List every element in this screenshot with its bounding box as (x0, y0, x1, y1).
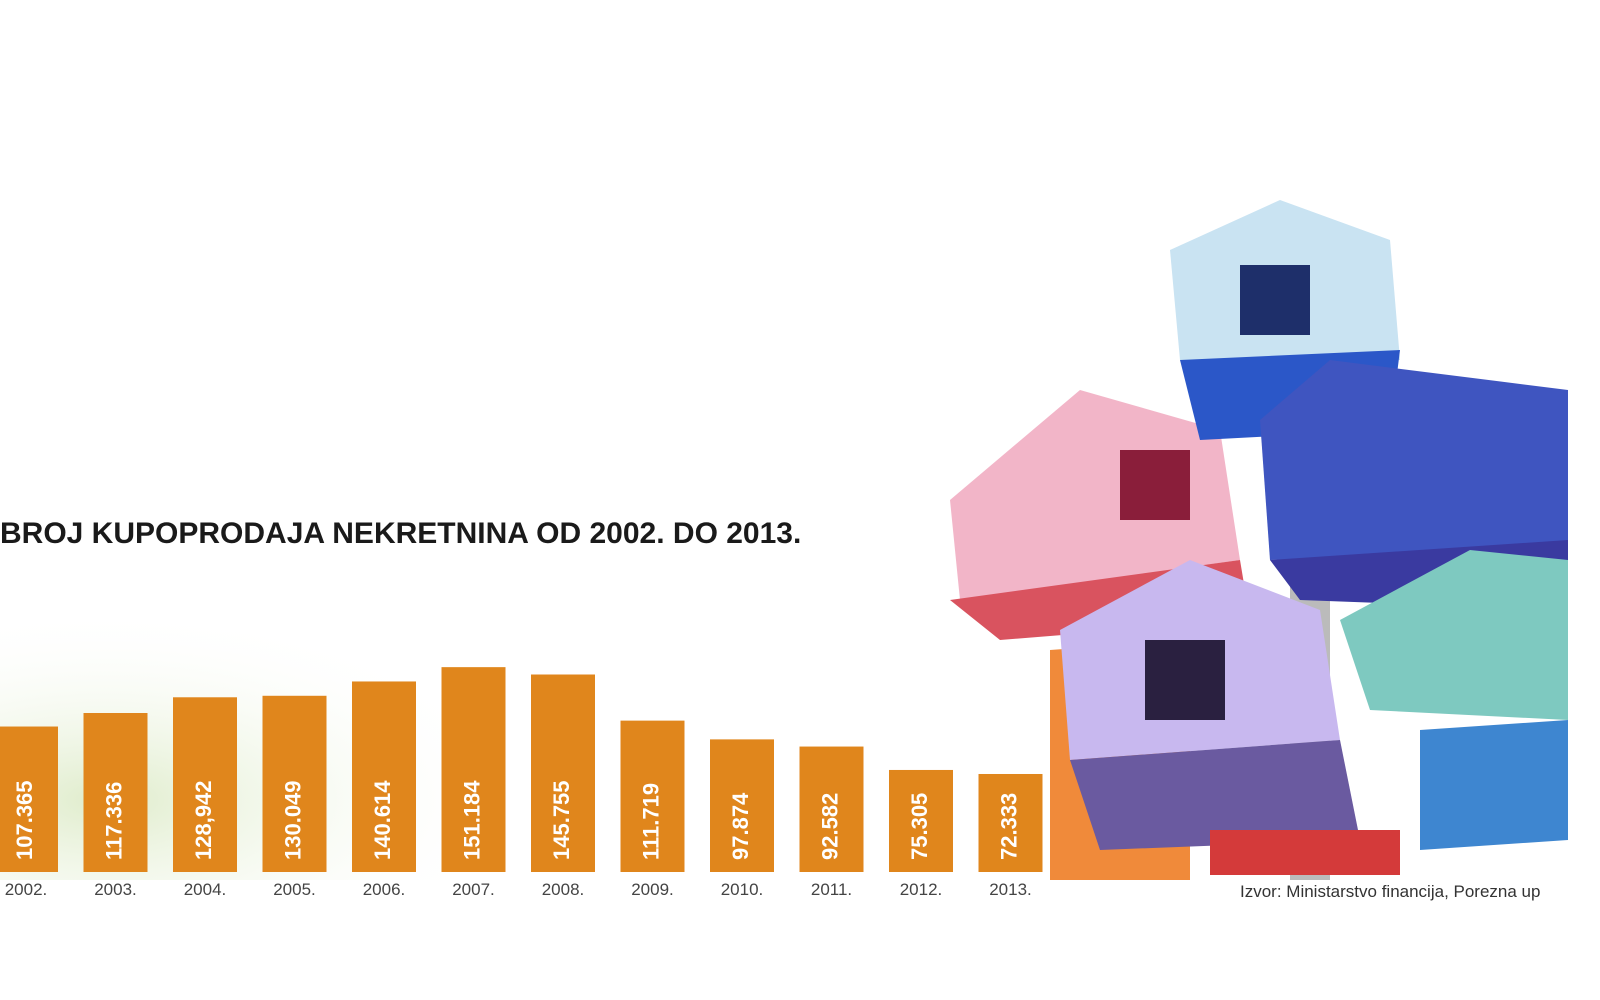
value-label: 75.305 (907, 793, 932, 860)
bar (531, 674, 595, 872)
bar (0, 726, 58, 872)
houses-illustration (950, 200, 1568, 880)
value-label: 145.755 (549, 780, 574, 860)
value-label: 97.874 (728, 792, 753, 860)
value-label: 128,942 (191, 780, 216, 860)
x-tick-label: 2005. (273, 880, 316, 899)
x-tick-label: 2003. (94, 880, 137, 899)
x-tick-label: 2004. (184, 880, 227, 899)
x-tick-label: 2008. (542, 880, 585, 899)
bar (978, 773, 1043, 872)
bar (620, 720, 685, 872)
x-tick-label: 2002. (5, 880, 48, 899)
x-tick-label: 2006. (363, 880, 406, 899)
bar (441, 667, 506, 872)
value-label: 92.582 (817, 793, 842, 860)
value-label: 151.184 (459, 780, 484, 860)
x-tick-label: 2007. (452, 880, 495, 899)
bar (83, 713, 148, 872)
x-tick-label: 2011. (811, 880, 852, 899)
bar (889, 769, 953, 872)
chart-title: BROJ KUPOPRODAJA NEKRETNINA OD 2002. DO … (0, 517, 801, 550)
value-label: 72.333 (996, 793, 1021, 860)
x-tick-label: 2009. (631, 880, 674, 899)
bar (710, 739, 774, 872)
x-tick-label: 2012. (900, 880, 943, 899)
source-note: Izvor: Ministarstvo financija, Porezna u… (1240, 882, 1540, 901)
bar (262, 695, 327, 872)
bar (799, 746, 864, 872)
value-label: 107.365 (12, 780, 37, 860)
value-label: 117.336 (101, 782, 126, 860)
bar (173, 697, 237, 872)
value-label: 111.719 (638, 783, 663, 860)
x-tick-label: 2013. (989, 880, 1032, 899)
value-label: 130.049 (280, 780, 305, 860)
x-tick-label: 2010. (721, 880, 764, 899)
value-label: 140.614 (370, 780, 395, 860)
bar (352, 681, 416, 872)
